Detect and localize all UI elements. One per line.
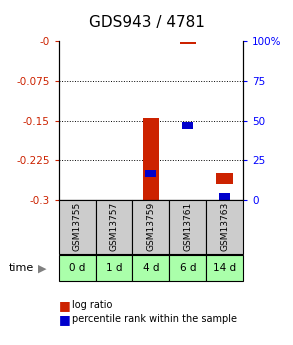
Bar xyxy=(206,200,243,254)
Bar xyxy=(206,255,243,281)
Bar xyxy=(183,122,193,129)
Text: GSM13759: GSM13759 xyxy=(146,202,155,252)
Bar xyxy=(219,194,230,200)
Text: ▶: ▶ xyxy=(38,263,47,273)
Text: 4 d: 4 d xyxy=(143,263,159,273)
Text: ■: ■ xyxy=(59,313,70,326)
Text: ■: ■ xyxy=(59,299,70,312)
Bar xyxy=(96,200,132,254)
Text: GSM13761: GSM13761 xyxy=(183,202,192,252)
Bar xyxy=(169,255,206,281)
Text: time: time xyxy=(9,263,34,273)
Text: 0 d: 0 d xyxy=(69,263,85,273)
Text: 6 d: 6 d xyxy=(180,263,196,273)
Bar xyxy=(59,255,96,281)
Text: percentile rank within the sample: percentile rank within the sample xyxy=(72,314,237,324)
Bar xyxy=(180,42,196,44)
Text: GSM13763: GSM13763 xyxy=(220,202,229,252)
Bar xyxy=(143,118,159,200)
Text: log ratio: log ratio xyxy=(72,300,112,310)
Text: 14 d: 14 d xyxy=(213,263,236,273)
Bar xyxy=(132,200,169,254)
Bar xyxy=(146,170,156,177)
Bar xyxy=(169,200,206,254)
Bar xyxy=(96,255,132,281)
Text: GSM13755: GSM13755 xyxy=(73,202,81,252)
Text: 1 d: 1 d xyxy=(106,263,122,273)
Text: GSM13757: GSM13757 xyxy=(110,202,118,252)
Bar xyxy=(59,200,96,254)
Bar xyxy=(217,172,233,184)
Text: GDS943 / 4781: GDS943 / 4781 xyxy=(88,15,205,30)
Bar xyxy=(132,255,169,281)
